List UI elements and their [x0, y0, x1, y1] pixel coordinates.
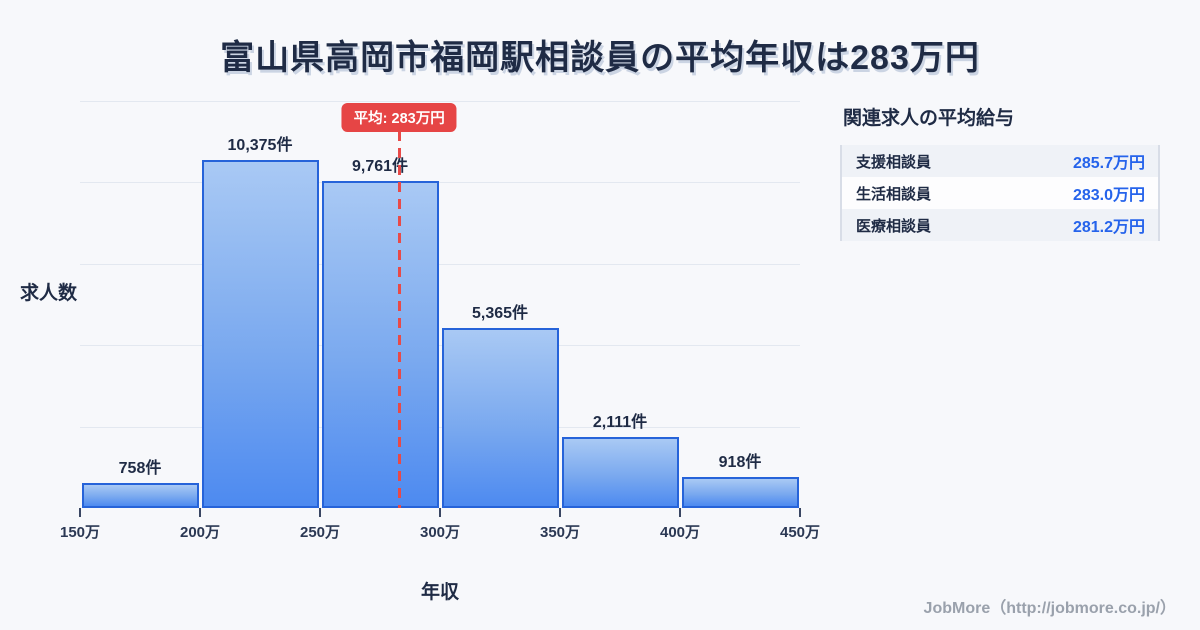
axis-tick-label: 300万: [419, 524, 461, 541]
gridline: [80, 263, 800, 265]
histogram-bar: [681, 477, 799, 508]
average-badge: 平均: 283万円: [341, 103, 457, 132]
gridline: [80, 426, 800, 428]
job-salary: 283.0万円: [1072, 187, 1145, 204]
axis-tick-label: 250万: [299, 524, 341, 541]
axis-tick: [79, 508, 81, 517]
histogram-bar: [561, 437, 679, 508]
job-label: 医療相談員: [856, 217, 932, 235]
histogram-bar: [321, 181, 439, 508]
x-axis-title: 年収: [420, 582, 459, 603]
gridline: [80, 345, 800, 347]
bar-value-label: 2,111件: [592, 414, 648, 432]
job-salary: 285.7万円: [1072, 155, 1145, 172]
axis-tick: [559, 508, 561, 517]
y-axis-title: 求人数: [20, 283, 78, 304]
gridline: [80, 101, 800, 102]
axis-tick-label: 450万: [779, 524, 821, 541]
bar-value-label: 10,375件: [227, 137, 293, 155]
histogram-bar: [201, 160, 319, 508]
job-label: 支援相談員: [856, 153, 932, 171]
average-line: [397, 131, 401, 508]
bar-value-label: 758件: [118, 459, 162, 477]
page-title: 富山県高岡市福岡駅相談員の平均年収は283万円: [220, 39, 980, 77]
histogram-bar: [81, 482, 199, 508]
side-panel-title: 関連求人の平均給与: [843, 108, 1015, 129]
bar-value-label: 918件: [718, 454, 762, 472]
axis-tick-label: 350万: [539, 524, 581, 541]
axis-tick: [799, 508, 801, 517]
bar-value-label: 9,761件: [351, 158, 409, 176]
axis-tick: [319, 508, 321, 517]
table-row: 支援相談員 285.7万円: [842, 145, 1158, 177]
table-row: 医療相談員 281.2万円: [842, 209, 1158, 241]
histogram-bar: [441, 328, 559, 508]
related-jobs-table: 支援相談員 285.7万円 生活相談員 283.0万円 医療相談員 281.2万…: [840, 145, 1160, 241]
axis-tick: [199, 508, 201, 517]
axis-tick-label: 150万: [59, 524, 101, 541]
axis-tick: [439, 508, 441, 517]
site-credit: JobMore（http://jobmore.co.jp/）: [923, 600, 1176, 617]
bar-value-label: 5,365件: [471, 305, 529, 323]
table-row: 生活相談員 283.0万円: [842, 177, 1158, 209]
gridline: [80, 182, 800, 184]
job-label: 生活相談員: [856, 185, 932, 203]
axis-tick-label: 400万: [659, 524, 701, 541]
axis-tick: [679, 508, 681, 517]
axis-tick-label: 200万: [179, 524, 221, 541]
job-salary: 281.2万円: [1072, 219, 1145, 236]
